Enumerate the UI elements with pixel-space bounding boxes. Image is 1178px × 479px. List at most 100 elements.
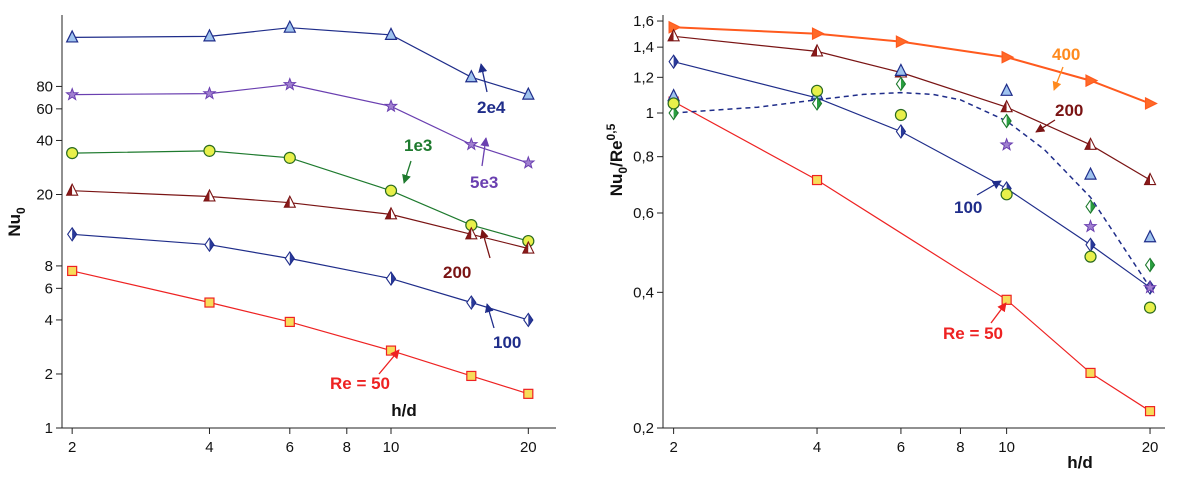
y-tick-label: 4 xyxy=(45,312,53,329)
data-point xyxy=(385,345,397,356)
data-point xyxy=(202,86,217,100)
data-point xyxy=(283,151,296,164)
annotation-label: 2e4 xyxy=(477,98,506,117)
data-point xyxy=(668,20,682,34)
data-point xyxy=(521,240,535,254)
data-point xyxy=(1000,82,1014,96)
series-line xyxy=(72,270,529,395)
data-point xyxy=(1144,257,1156,273)
x-tick-label: 4 xyxy=(813,439,821,456)
series-line xyxy=(72,150,529,242)
y-tick-label: 8 xyxy=(45,258,53,275)
y-tick-label: 0,6 xyxy=(633,205,654,222)
data-point xyxy=(67,265,78,277)
y-tick-label: 1,4 xyxy=(633,39,654,56)
series-line xyxy=(673,35,1151,181)
data-point xyxy=(464,226,478,240)
annotation-label: 200 xyxy=(443,263,471,282)
data-point xyxy=(810,84,824,97)
x-axis-label: h/d xyxy=(391,401,417,420)
data-point xyxy=(1143,229,1157,243)
y-tick-label: 1 xyxy=(646,105,654,122)
annotation-arrow xyxy=(976,180,1002,196)
data-point xyxy=(1084,166,1097,180)
x-tick-label: 6 xyxy=(286,439,294,456)
data-point xyxy=(811,27,825,41)
data-point xyxy=(65,87,80,101)
data-point xyxy=(894,63,908,77)
series-line xyxy=(673,101,1151,412)
x-tick-label: 10 xyxy=(998,439,1015,456)
y-tick-label: 0,2 xyxy=(633,420,654,437)
annotation-arrow xyxy=(1052,66,1064,91)
data-point xyxy=(466,370,477,382)
data-point xyxy=(810,43,824,57)
data-point xyxy=(284,251,295,266)
annotation-label: 400 xyxy=(1052,45,1080,64)
series-100 xyxy=(668,54,1156,295)
series-200 xyxy=(65,182,535,254)
series-1e3 xyxy=(66,144,535,248)
series-2e4 xyxy=(65,19,535,100)
data-point xyxy=(1085,74,1099,88)
annotation-arrow xyxy=(478,63,488,93)
data-point xyxy=(1144,406,1156,417)
y-tick-label: 1 xyxy=(45,420,53,437)
y-tick-label: 2 xyxy=(45,366,53,383)
data-point xyxy=(1085,237,1096,253)
annotation-label: 100 xyxy=(493,333,521,352)
y-tick-label: 1,2 xyxy=(633,69,654,86)
series-200 xyxy=(667,28,1157,186)
data-point xyxy=(1143,301,1157,314)
series-re-50 xyxy=(67,265,534,399)
data-point xyxy=(523,312,534,328)
data-point xyxy=(1144,96,1158,110)
data-point xyxy=(204,237,215,253)
data-point xyxy=(895,35,909,49)
y-tick-label: 0,8 xyxy=(633,149,654,166)
x-tick-label: 2 xyxy=(68,439,76,456)
data-point xyxy=(895,76,907,92)
data-point xyxy=(521,86,535,100)
data-point xyxy=(521,155,536,169)
data-point xyxy=(1085,199,1096,215)
annotation-label: 1e3 xyxy=(404,136,432,155)
data-point xyxy=(66,226,78,242)
series-7 xyxy=(667,84,1157,314)
dashed-curve xyxy=(673,91,1151,288)
data-point xyxy=(282,77,297,91)
x-tick-label: 20 xyxy=(520,439,537,456)
data-point xyxy=(667,28,681,42)
data-point xyxy=(66,147,79,160)
data-point xyxy=(283,194,297,208)
data-point xyxy=(385,271,397,287)
data-point xyxy=(283,19,297,33)
data-point xyxy=(1143,172,1157,186)
series-line xyxy=(72,83,529,164)
x-tick-label: 2 xyxy=(669,439,677,456)
x-tick-label: 8 xyxy=(343,439,351,456)
x-tick-label: 6 xyxy=(897,439,905,456)
data-point xyxy=(466,295,477,311)
chart-panel-1: 2 4 6 8 10 201246820406080h/dNu02e45e31e32001… xyxy=(5,15,556,456)
data-point xyxy=(284,316,295,328)
series-8 xyxy=(999,137,1158,294)
x-tick-label: 10 xyxy=(383,439,400,456)
x-axis-label: h/d xyxy=(1067,453,1093,472)
series-6 xyxy=(668,76,1156,273)
annotation-arrow xyxy=(402,160,412,184)
data-point xyxy=(1001,294,1012,305)
data-point xyxy=(1000,188,1013,201)
data-point xyxy=(667,97,680,110)
data-point xyxy=(203,28,216,42)
chart-panel-2: 2 4 6 8 10 20 0,2 0,4 0,6 0,8 1 1,2 1,4 1,6 h/d Nu0/Re0… xyxy=(604,13,1165,472)
data-point xyxy=(464,137,479,151)
annotation-label: 5e3 xyxy=(470,173,498,192)
data-point xyxy=(384,27,398,40)
data-point xyxy=(1083,219,1098,233)
data-point xyxy=(668,54,679,70)
series-100 xyxy=(66,226,534,328)
annotation-label: 100 xyxy=(954,198,982,217)
data-point xyxy=(203,188,216,202)
